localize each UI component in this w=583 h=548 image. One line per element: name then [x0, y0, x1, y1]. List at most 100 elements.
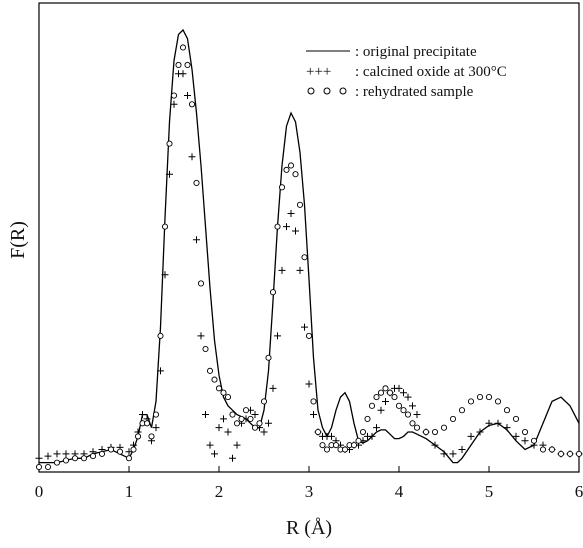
data-point-plus [409, 402, 416, 410]
data-point-plus [283, 223, 290, 231]
data-point-circle [62, 457, 70, 464]
data-point-circle [467, 398, 475, 405]
data-point-plus [265, 419, 272, 427]
data-point-circle [485, 394, 493, 401]
data-point-circle [368, 402, 376, 409]
data-point-circle [229, 411, 236, 418]
data-point-plus [152, 424, 160, 432]
data-point-circle [503, 407, 511, 414]
data-point-circle [53, 459, 61, 466]
data-point-circle [224, 394, 232, 401]
data-point-plus [400, 389, 407, 397]
x-tick-label: 1 [125, 482, 134, 501]
data-point-plus [211, 450, 218, 458]
data-point-circle [107, 446, 115, 453]
legend-label-calcined: : calcined oxide at 300°C [355, 64, 507, 80]
data-point-plus [260, 428, 268, 436]
data-point-plus [224, 428, 232, 436]
data-point-plus [521, 437, 529, 445]
data-point-circle [184, 61, 191, 69]
data-point-circle [274, 223, 281, 230]
data-point-circle [265, 354, 272, 361]
data-point-circle [350, 442, 358, 449]
x-tick-label: 3 [305, 482, 314, 501]
data-point-circle [292, 171, 299, 178]
data-point-circle [386, 389, 394, 396]
data-point-circle [260, 398, 268, 405]
data-point-circle [548, 446, 556, 453]
data-point-plus [35, 454, 43, 462]
data-point-circle [301, 254, 308, 261]
x-axis-label: R (Å) [286, 517, 332, 539]
data-point-circle [283, 166, 290, 173]
data-point-plus [139, 411, 146, 419]
data-point-circle [143, 420, 151, 427]
x-tick-label: 6 [575, 482, 583, 501]
data-point-circle [197, 280, 205, 287]
data-point-circle [130, 446, 137, 453]
data-point-circle [332, 442, 340, 449]
data-point-circle [409, 420, 416, 427]
data-point-circle [323, 446, 331, 453]
x-tick-label: 4 [395, 482, 404, 501]
data-point-plus [476, 428, 484, 436]
data-point-circle [175, 61, 182, 69]
data-point-circle [382, 385, 389, 392]
series-line [39, 28, 580, 464]
data-point-plus [251, 411, 259, 419]
data-point-plus [301, 323, 308, 331]
data-point-circle [148, 433, 155, 440]
data-point-circle [359, 428, 367, 436]
data-point-plus [274, 332, 281, 340]
data-point-circle [310, 398, 317, 405]
data-point-circle [238, 415, 245, 422]
data-point-circle [233, 420, 241, 427]
data-point-circle [170, 92, 178, 99]
data-point-plus [373, 424, 380, 432]
data-point-circle [512, 415, 520, 422]
data-point-circle [161, 223, 169, 230]
data-point-circle [400, 407, 407, 414]
data-point-plus [229, 454, 236, 462]
data-point-plus [53, 450, 61, 458]
data-point-plus [188, 153, 196, 161]
data-point-circle [373, 394, 380, 401]
legend-symbol-plus: +++ [306, 64, 331, 80]
data-point-circle [247, 415, 254, 422]
data-point-circle [458, 407, 466, 414]
data-point-circle [98, 450, 106, 457]
legend-circle-marker [323, 87, 331, 95]
data-point-plus [440, 450, 448, 458]
data-point-circle [575, 450, 583, 457]
data-point-plus [184, 92, 191, 100]
data-point-circle [395, 402, 403, 409]
data-point-circle [188, 101, 196, 108]
data-point-circle [539, 446, 547, 453]
data-point-plus [368, 432, 376, 440]
data-point-plus [269, 384, 277, 392]
data-point-plus [467, 432, 475, 440]
data-point-plus [62, 450, 70, 458]
data-point-circle [449, 415, 457, 422]
data-point-circle [413, 424, 421, 431]
data-point-circle [116, 448, 124, 455]
data-point-circle [166, 140, 173, 147]
data-point-plus [458, 446, 466, 454]
series-line [39, 28, 580, 464]
data-point-circle [152, 411, 160, 418]
data-point-plus [310, 411, 317, 419]
legend-label-rehydrated: : rehydrated sample [355, 84, 474, 100]
data-point-circle [44, 463, 52, 471]
data-point-circle [377, 389, 385, 396]
x-tick-label: 2 [215, 482, 224, 501]
data-point-circle [134, 433, 142, 440]
data-point-circle [431, 428, 439, 436]
data-point-plus [125, 448, 133, 456]
data-point-plus [431, 441, 439, 449]
data-point-circle [422, 428, 430, 436]
data-point-plus [44, 452, 52, 460]
data-point-plus [157, 367, 164, 375]
data-point-plus [278, 266, 286, 274]
data-point-circle [89, 453, 97, 460]
